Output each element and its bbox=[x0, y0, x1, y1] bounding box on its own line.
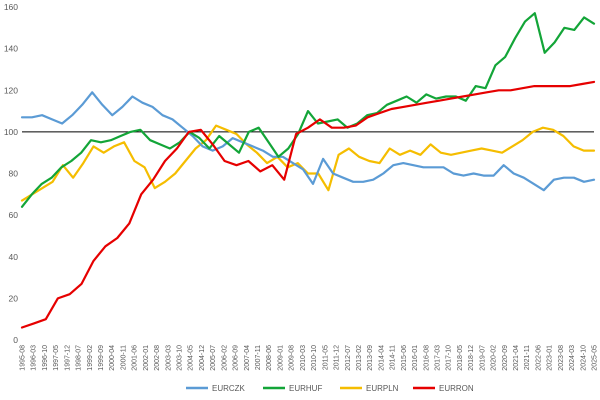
legend-label-eurhuf: EURHUF bbox=[289, 384, 322, 393]
legend-label-eurczk: EURCZK bbox=[212, 384, 246, 393]
series-line-eurron bbox=[20, 80, 596, 329]
x-tick-label: 1996-10 bbox=[42, 345, 49, 371]
x-tick-label: 2014-04 bbox=[378, 345, 385, 371]
y-tick-label: 20 bbox=[9, 293, 19, 303]
x-tick-label: 2010-03 bbox=[300, 345, 307, 371]
x-tick-label: 2008-06 bbox=[266, 345, 273, 371]
x-tick-label: 2018-12 bbox=[468, 345, 475, 371]
x-axis-ticks: 1995-08 1996-03 1996-10 1997-05 1997-12 1998-… bbox=[20, 345, 599, 371]
x-tick-label: 2025-05 bbox=[592, 345, 599, 371]
y-tick-label: 140 bbox=[4, 44, 18, 54]
x-tick-label: 2002-08 bbox=[154, 345, 161, 371]
x-tick-label: 2009-08 bbox=[289, 345, 296, 371]
x-tick-label: 2020-09 bbox=[502, 345, 509, 371]
x-tick-label: 2021-11 bbox=[524, 345, 531, 370]
x-tick-label: 2000-11 bbox=[120, 345, 127, 370]
x-tick-label: 2023-08 bbox=[558, 345, 565, 371]
series-line-eurpln bbox=[20, 124, 596, 202]
x-tick-label: 1995-08 bbox=[20, 345, 27, 371]
x-tick-label: 2022-06 bbox=[535, 345, 542, 371]
x-tick-label: 2017-03 bbox=[434, 345, 441, 371]
x-tick-label: 2007-04 bbox=[244, 345, 251, 371]
series-lines bbox=[20, 12, 596, 329]
x-tick-label: 2004-12 bbox=[199, 345, 206, 371]
series-line-eurczk bbox=[20, 91, 596, 192]
y-tick-label: 80 bbox=[9, 169, 19, 179]
x-tick-label: 2007-11 bbox=[255, 345, 262, 370]
x-tick-label: 1996-03 bbox=[31, 345, 38, 371]
y-tick-label: 0 bbox=[13, 335, 18, 345]
y-axis-ticks: 0 20 40 60 80 100 120 140 160 bbox=[4, 2, 18, 345]
legend-label-eurpln: EURPLN bbox=[366, 384, 399, 393]
y-tick-label: 60 bbox=[9, 210, 19, 220]
x-tick-label: 2004-05 bbox=[188, 345, 195, 371]
x-tick-label: 2011-12 bbox=[334, 345, 341, 370]
x-tick-label: 2011-05 bbox=[322, 345, 329, 370]
x-tick-label: 2015-06 bbox=[401, 345, 408, 371]
x-tick-label: 2013-02 bbox=[356, 345, 363, 371]
y-tick-label: 160 bbox=[4, 2, 18, 12]
x-tick-label: 2024-10 bbox=[580, 345, 587, 371]
x-tick-label: 2021-04 bbox=[513, 345, 520, 371]
x-tick-label: 2009-01 bbox=[277, 345, 284, 371]
x-tick-label: 1998-07 bbox=[76, 345, 83, 371]
x-tick-label: 2001-06 bbox=[132, 345, 139, 371]
x-tick-label: 2019-07 bbox=[479, 345, 486, 371]
x-tick-label: 1999-02 bbox=[87, 345, 94, 371]
x-tick-label: 2023-01 bbox=[547, 345, 554, 371]
series-line-eurhuf bbox=[20, 12, 596, 208]
x-tick-label: 2014-11 bbox=[390, 345, 397, 370]
x-tick-label: 2003-03 bbox=[165, 345, 172, 371]
x-tick-label: 2017-10 bbox=[446, 345, 453, 371]
x-tick-label: 1997-05 bbox=[53, 345, 60, 371]
x-tick-label: 2012-07 bbox=[345, 345, 352, 371]
x-tick-label: 1999-09 bbox=[98, 345, 105, 371]
legend-label-eurron: EURRON bbox=[439, 384, 474, 393]
y-tick-label: 100 bbox=[4, 127, 18, 137]
x-tick-label: 2016-08 bbox=[423, 345, 430, 371]
x-tick-label: 2003-10 bbox=[177, 345, 184, 371]
x-tick-label: 2016-01 bbox=[412, 345, 419, 371]
x-tick-label: 2010-10 bbox=[311, 345, 318, 371]
x-tick-label: 2002-01 bbox=[143, 345, 150, 371]
legend: EURCZK EURHUF EURPLN EURRON bbox=[186, 384, 474, 393]
x-tick-label: 2005-07 bbox=[210, 345, 217, 371]
x-tick-label: 1997-12 bbox=[64, 345, 71, 371]
x-tick-label: 2018-05 bbox=[457, 345, 464, 371]
x-tick-label: 2000-04 bbox=[109, 345, 116, 371]
x-tick-label: 2006-02 bbox=[221, 345, 228, 371]
x-tick-label: 2006-09 bbox=[233, 345, 240, 371]
y-tick-label: 120 bbox=[4, 85, 18, 95]
y-tick-label: 40 bbox=[9, 252, 19, 262]
x-tick-label: 2013-09 bbox=[367, 345, 374, 371]
x-tick-label: 2024-03 bbox=[569, 345, 576, 371]
x-tick-label: 2020-02 bbox=[491, 345, 498, 371]
